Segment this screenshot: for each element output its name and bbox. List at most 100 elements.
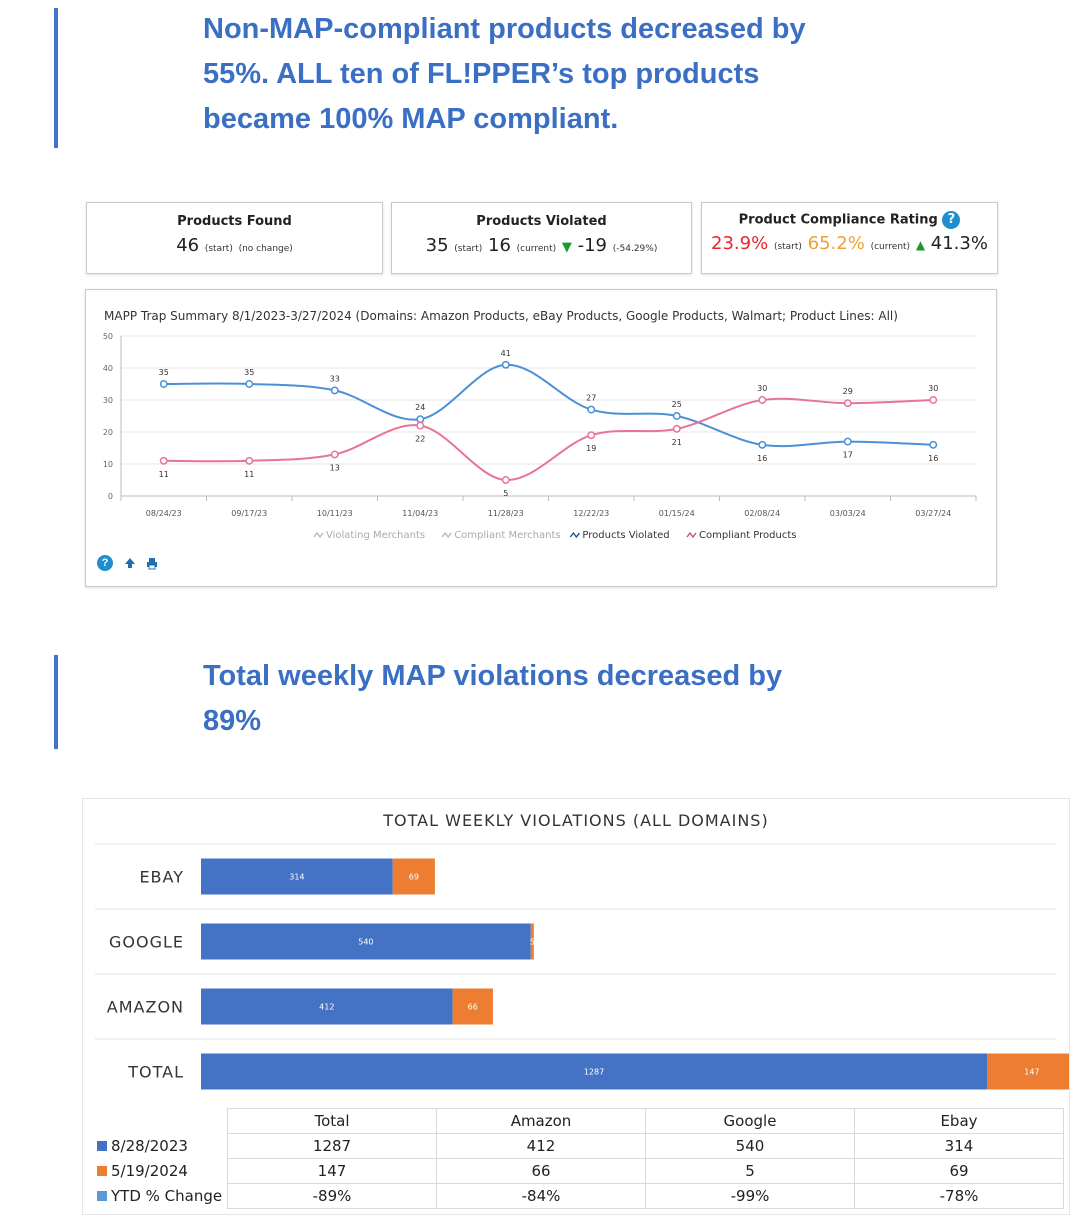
section2-headline: Total weekly MAP violations decreased by…	[203, 660, 783, 737]
rating-current-value: 65.2%	[807, 233, 865, 254]
bar-value-label: 69	[409, 873, 419, 882]
violated-change-value: -19	[577, 235, 608, 256]
bar-value-label: 540	[358, 938, 373, 947]
data-point	[330, 450, 339, 459]
data-point	[587, 405, 596, 414]
table-corner	[95, 1109, 228, 1134]
bar-segment	[392, 858, 435, 895]
help-icon[interactable]: ?	[942, 211, 961, 229]
legend-square-icon	[97, 1190, 107, 1201]
legend-item: Products Violated	[582, 530, 669, 541]
chart-title: MAPP Trap Summary 8/1/2023-3/27/2024 (Do…	[104, 309, 898, 323]
bar-segment	[201, 923, 531, 960]
row-label-text: 8/28/2023	[111, 1137, 188, 1155]
legend-item: Compliant Merchants	[454, 530, 560, 541]
table-cell: 147	[227, 1158, 437, 1184]
legend-item: Compliant Products	[699, 530, 797, 541]
x-tick-label: 11/04/23	[402, 509, 438, 518]
category-label: TOTAL	[127, 1063, 184, 1082]
compliance-rating-card: Product Compliance Rating ? 23.9% (start…	[701, 202, 998, 274]
products-violated-card: Products Violated 35 (start) 16 (current…	[391, 202, 692, 274]
data-label: 29	[843, 387, 853, 396]
table-cell: -84%	[436, 1183, 646, 1209]
series-line-products-violated	[163, 363, 934, 448]
legend-square-icon	[97, 1165, 107, 1176]
table-row-label: YTD % Change	[95, 1184, 228, 1209]
data-point	[672, 412, 681, 420]
table-cell: -89%	[227, 1183, 437, 1209]
bar-segment	[530, 923, 534, 960]
table-column-header: Total	[227, 1108, 437, 1134]
data-point	[245, 456, 254, 465]
table-row-label: 5/19/2024	[95, 1159, 228, 1184]
table-cell: 5	[645, 1158, 855, 1184]
table-cell: 540	[645, 1133, 855, 1159]
data-point	[843, 399, 852, 408]
data-point	[159, 380, 168, 388]
data-label: 35	[244, 368, 254, 377]
data-point	[159, 456, 168, 465]
violated-current-note: (current)	[516, 244, 557, 254]
data-label: 35	[159, 368, 169, 377]
data-label: 22	[415, 435, 425, 444]
data-label: 41	[501, 349, 511, 358]
x-tick-label: 01/15/24	[659, 509, 695, 518]
data-label: 27	[586, 394, 596, 403]
rating-change-value: 41.3%	[930, 233, 988, 254]
data-point	[587, 431, 596, 440]
y-tick-label: 50	[103, 332, 113, 341]
row-label-text: 5/19/2024	[111, 1162, 188, 1180]
accent-bar-top	[54, 8, 58, 148]
x-tick-label: 08/24/23	[146, 509, 182, 518]
legend-item: Violating Merchants	[326, 530, 425, 541]
y-tick-label: 20	[103, 428, 113, 437]
table-cell: 1287	[227, 1133, 437, 1159]
x-tick-label: 12/22/23	[573, 509, 609, 518]
data-point	[758, 396, 767, 404]
data-point	[758, 440, 767, 449]
accent-bar-bottom	[54, 655, 58, 749]
table-row: 8/28/2023 1287 412 540 314	[95, 1133, 1064, 1159]
data-point	[501, 476, 510, 484]
table-row: YTD % Change -89% -84% -99% -78%	[95, 1183, 1064, 1209]
compliance-rating-title: Product Compliance Rating	[738, 212, 938, 228]
data-label: 21	[672, 438, 682, 447]
table-row: 5/19/2024 147 66 5 69	[95, 1158, 1064, 1184]
violated-current-value: 16	[488, 235, 511, 256]
legend-swatch	[313, 531, 324, 539]
x-tick-label: 11/28/23	[488, 509, 524, 518]
row-label-text: YTD % Change	[111, 1187, 223, 1205]
products-found-value: 46	[176, 235, 200, 256]
data-label: 5	[503, 489, 508, 498]
chart-help-icon[interactable]: ?	[97, 555, 113, 571]
products-found-change-note: (no change)	[238, 244, 293, 254]
bar-segment	[452, 988, 493, 1025]
bar-segment	[986, 1053, 1077, 1090]
y-tick-label: 0	[108, 492, 113, 501]
violated-start-value: 35	[425, 235, 449, 256]
table-cell: 66	[436, 1158, 646, 1184]
bar-value-label: 412	[319, 1003, 334, 1012]
data-label: 11	[159, 470, 169, 479]
data-label: 24	[415, 403, 425, 412]
data-label: 13	[330, 463, 340, 472]
bar-value-label: 5	[530, 938, 535, 947]
rating-current-note: (current)	[870, 242, 911, 252]
category-label: AMAZON	[107, 998, 184, 1017]
download-icon[interactable]	[123, 556, 137, 570]
x-tick-label: 03/27/24	[915, 509, 951, 518]
down-arrow-icon: ▼	[561, 240, 572, 255]
bar-value-label: 66	[468, 1003, 478, 1012]
legend-swatch	[441, 531, 452, 539]
series-line-compliant-products	[163, 397, 934, 482]
print-icon[interactable]	[145, 556, 159, 570]
data-point	[416, 415, 425, 424]
table-cell: 69	[854, 1158, 1064, 1184]
mapp-trap-line-chart: MAPP Trap Summary 8/1/2023-3/27/2024 (Do…	[103, 309, 977, 541]
category-label: EBAY	[139, 868, 184, 887]
rating-start-note: (start)	[773, 242, 802, 252]
data-point	[245, 380, 254, 388]
data-label: 30	[928, 384, 938, 393]
data-point	[843, 437, 852, 446]
table-column-header: Ebay	[854, 1108, 1064, 1134]
